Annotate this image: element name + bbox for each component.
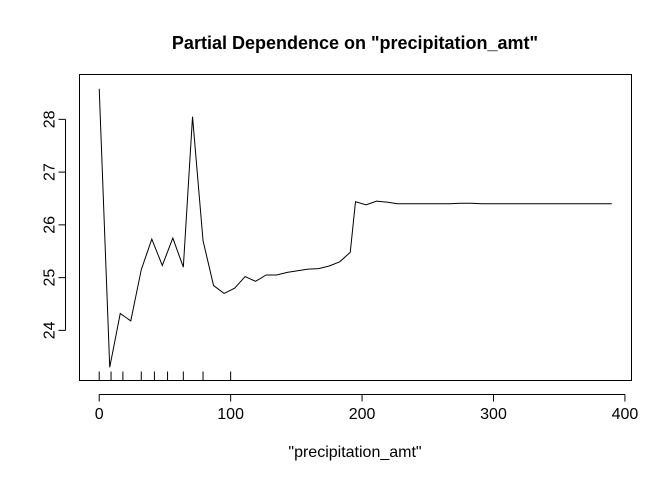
rug-marks [98,371,232,381]
y-tick-label: 25 [42,269,59,287]
x-tick-label: 0 [95,406,104,423]
series-group [98,88,612,368]
plot-frame [79,74,632,381]
y-tick-label: 28 [42,110,59,128]
y-tick-label: 26 [42,216,59,234]
y-axis: 24 25 26 27 28 [42,110,66,339]
y-tick-label: 24 [42,321,59,339]
x-tick-label: 100 [217,406,244,423]
chart-title: Partial Dependence on "precipitation_amt… [172,33,538,53]
x-tick-label: 300 [480,406,507,423]
x-axis: 0 100 200 300 400 [95,394,639,423]
y-tick-label: 27 [42,163,59,181]
series-line [98,88,612,368]
x-tick-label: 200 [349,406,376,423]
x-tick-label: 400 [612,406,639,423]
x-axis-label: "precipitation_amt" [288,444,421,461]
